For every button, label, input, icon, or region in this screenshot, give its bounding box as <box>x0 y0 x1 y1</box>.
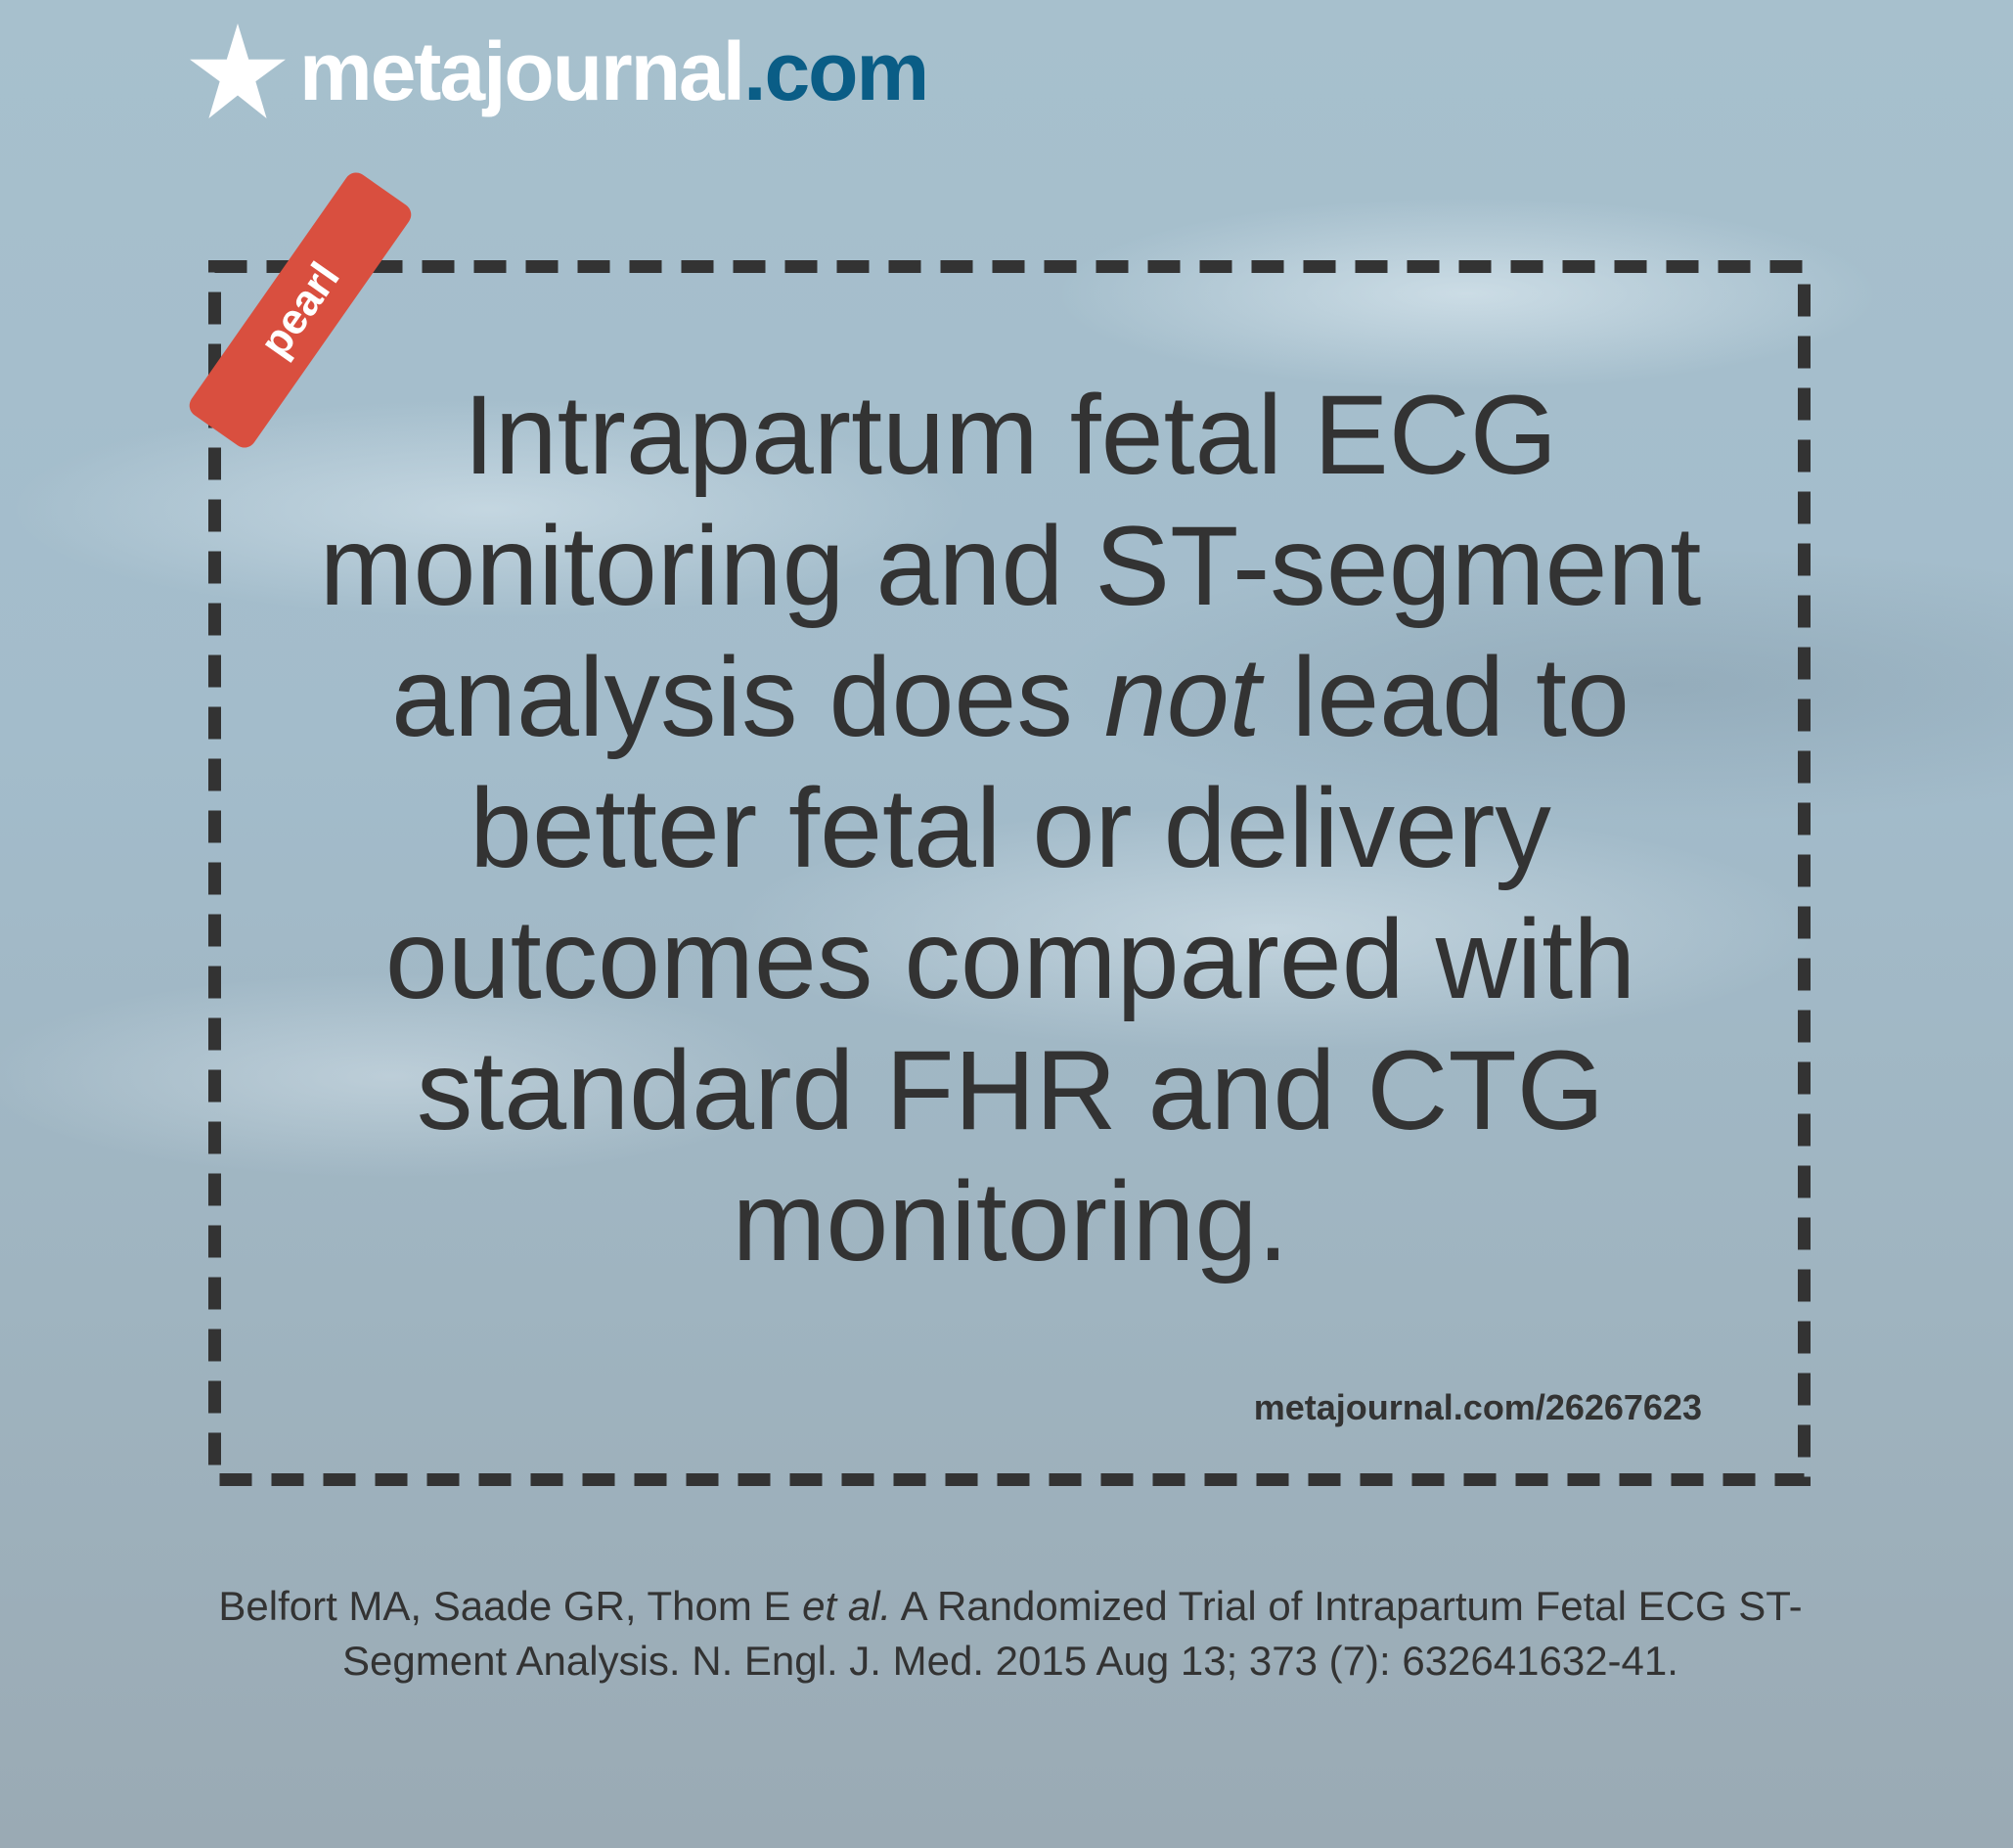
dashed-frame <box>208 260 1811 1486</box>
article-link[interactable]: metajournal.com/26267623 <box>1253 1387 1702 1427</box>
quote-emphasis: not <box>1103 635 1261 760</box>
logo-text: metajournal.com <box>299 30 929 113</box>
star-icon <box>190 23 286 118</box>
dashed-border <box>208 260 1811 1486</box>
citation-rest: A Randomized Trial of Intrapartum Fetal … <box>342 1583 1803 1684</box>
site-logo[interactable]: metajournal.com <box>188 22 929 121</box>
citation-etal: et al. <box>802 1583 892 1629</box>
pearl-quote: Intrapartum fetal ECG monitoring and ST-… <box>293 370 1727 1287</box>
logo-tld: .com <box>743 25 929 117</box>
citation: Belfort MA, Saade GR, Thom E et al. A Ra… <box>137 1579 1884 1689</box>
citation-authors: Belfort MA, Saade GR, Thom E <box>218 1583 803 1629</box>
quote-text-end: lead to better fetal or delivery outcome… <box>384 635 1636 1285</box>
quote-text: Intrapartum fetal ECG monitoring and ST-… <box>319 373 1702 760</box>
logo-name: metajournal <box>299 25 745 117</box>
